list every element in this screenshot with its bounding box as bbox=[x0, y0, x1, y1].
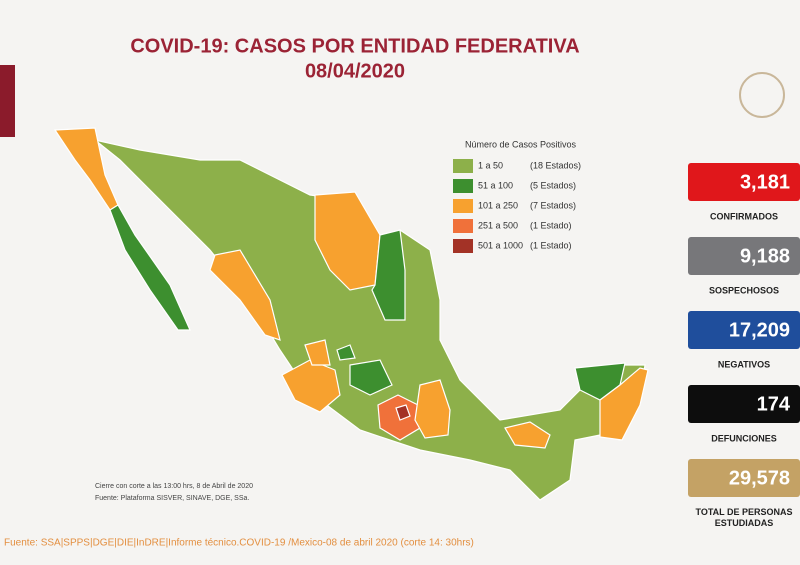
stat-box bbox=[688, 385, 800, 423]
state-region bbox=[53, 127, 119, 211]
state-region bbox=[314, 191, 381, 291]
state-region bbox=[504, 421, 551, 449]
stat-label: DEFUNCIONES bbox=[711, 433, 777, 443]
state-region bbox=[414, 379, 451, 439]
stat-box bbox=[688, 163, 800, 201]
title: COVID-19: CASOS POR ENTIDAD FEDERATIVA bbox=[130, 35, 579, 57]
stat-value: 29,578 bbox=[729, 467, 790, 489]
state-region bbox=[304, 339, 331, 366]
stat-label: TOTAL DE PERSONAS ESTUDIADAS bbox=[695, 507, 792, 528]
source: Fuente: SSA|SPPS|DGE|DIE|InDRE|Informe t… bbox=[4, 538, 474, 549]
stat-label: NEGATIVOS bbox=[718, 359, 770, 369]
legend-range: 251 a 500 bbox=[478, 220, 518, 230]
legend-title: Número de Casos Positivos bbox=[465, 139, 577, 149]
state-region bbox=[109, 204, 191, 331]
stat-box bbox=[688, 311, 800, 349]
state-region bbox=[371, 229, 406, 321]
legend-swatch bbox=[453, 179, 473, 193]
date: 08/04/2020 bbox=[305, 60, 405, 82]
state-region bbox=[349, 359, 393, 396]
note: Fuente: Plataforma SISVER, SINAVE, DGE, … bbox=[95, 495, 249, 502]
legend-range: 1 a 50 bbox=[478, 160, 503, 170]
legend-swatch bbox=[453, 219, 473, 233]
stat-label: CONFIRMADOS bbox=[710, 211, 778, 221]
stat-value: 17,209 bbox=[729, 319, 790, 341]
state-region bbox=[599, 367, 649, 441]
stat-value: 9,188 bbox=[740, 245, 790, 267]
stat-label: SOSPECHOSOS bbox=[709, 285, 779, 295]
legend-count: (7 Estados) bbox=[530, 200, 576, 210]
legend-range: 51 a 100 bbox=[478, 180, 513, 190]
legend-range: 101 a 250 bbox=[478, 200, 518, 210]
logo bbox=[739, 72, 785, 118]
stat-value: 174 bbox=[757, 393, 791, 415]
stat-value: 3,181 bbox=[740, 171, 790, 193]
stat-box bbox=[688, 237, 800, 275]
map bbox=[53, 127, 649, 501]
legend-count: (18 Estados) bbox=[530, 160, 581, 170]
stats: 3,181 CONFIRMADOS 9,188 SOSPECHOSOS 17,209 NE… bbox=[688, 163, 800, 528]
note: Cierre con corte a las 13:00 hrs, 8 de A… bbox=[95, 483, 253, 490]
side-tab bbox=[0, 65, 15, 137]
stat-box bbox=[688, 459, 800, 497]
legend-count: (1 Estado) bbox=[530, 220, 572, 230]
legend-count: (5 Estados) bbox=[530, 180, 576, 190]
legend-range: 501 a 1000 bbox=[478, 240, 523, 250]
state-region bbox=[209, 249, 281, 341]
state-region bbox=[336, 344, 356, 361]
state-region bbox=[395, 404, 411, 421]
legend-count: (1 Estado) bbox=[530, 240, 572, 250]
legend: 1 a 50 (18 Estados) 51 a 100 (5 Estados) 101… bbox=[453, 159, 581, 253]
legend-swatch bbox=[453, 199, 473, 213]
legend-swatch bbox=[453, 159, 473, 173]
legend-swatch bbox=[453, 239, 473, 253]
